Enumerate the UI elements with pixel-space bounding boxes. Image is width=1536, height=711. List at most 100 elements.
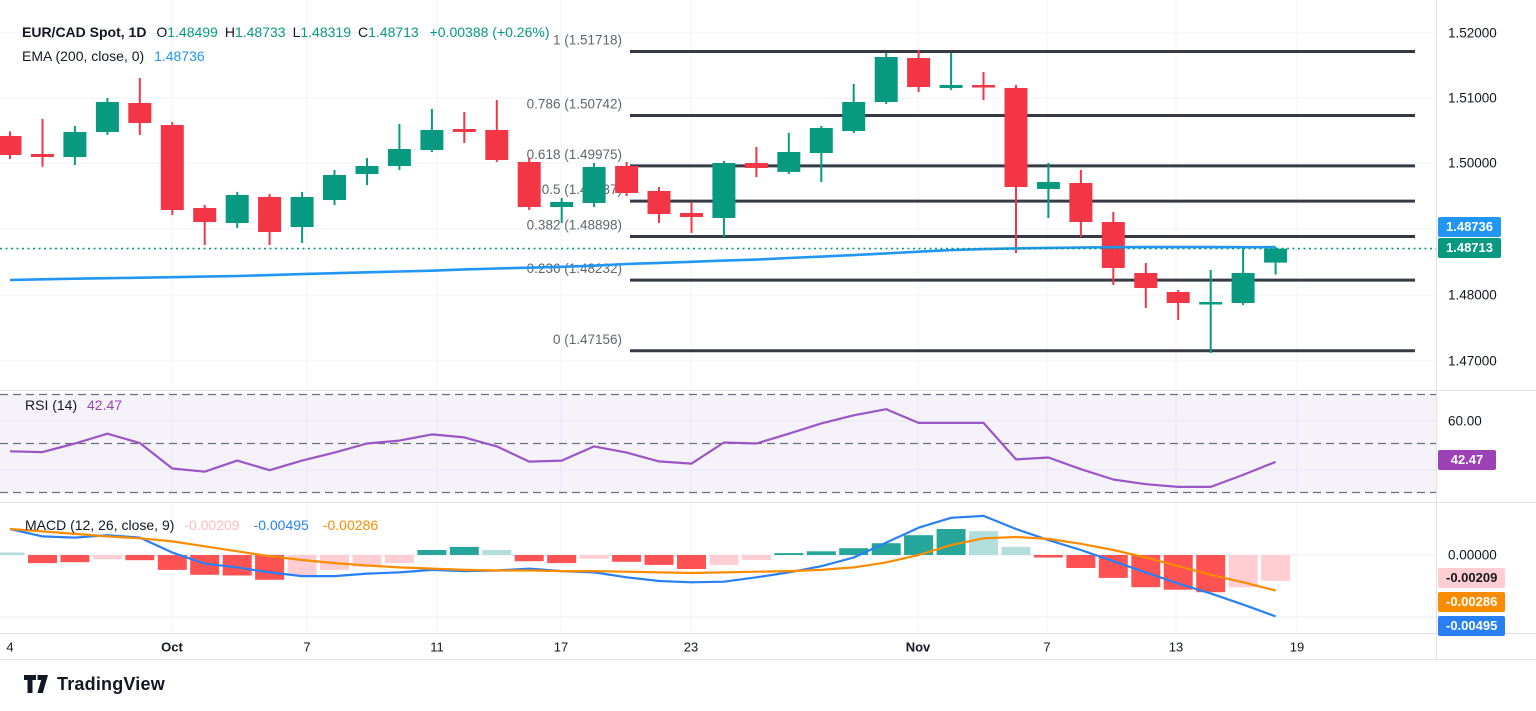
- svg-text:0.5 (1.49437): 0.5 (1.49437): [542, 182, 622, 197]
- candle-body: [647, 191, 671, 214]
- macd-legend-values: -0.00209 -0.00495 -0.00286: [184, 517, 392, 533]
- candle-body: [258, 197, 282, 232]
- candle-body: [615, 166, 639, 193]
- candle-body: [128, 103, 152, 123]
- time-tick-label: 7: [303, 639, 311, 655]
- tradingview-logo-icon: [24, 675, 48, 693]
- macd-histogram-bar: [0, 552, 25, 555]
- svg-text:0.786 (1.50742): 0.786 (1.50742): [527, 97, 622, 112]
- time-tick-label: 11: [430, 639, 444, 655]
- axis-price-label: 1.47000: [1448, 353, 1497, 369]
- candle-body: [842, 102, 866, 131]
- macd-histogram-bar: [92, 555, 122, 560]
- candle-body: [1069, 183, 1093, 222]
- macd-histogram-bar: [1196, 555, 1226, 593]
- svg-text:0.382 (1.48898): 0.382 (1.48898): [527, 217, 622, 232]
- candle-body: [290, 197, 314, 227]
- rsi-legend-value: 42.47: [87, 397, 123, 413]
- candle-body: [1036, 182, 1060, 189]
- axis-price-label: 1.50000: [1448, 155, 1497, 171]
- candle-body: [323, 175, 346, 200]
- axis-price-label: 1.52000: [1448, 25, 1497, 41]
- macd-histogram-bar: [709, 555, 739, 565]
- macd-value-badge: -0.00286: [1438, 592, 1506, 612]
- change-value: +0.00388 (+0.26%): [429, 24, 550, 40]
- candle-body: [63, 132, 87, 157]
- macd-histogram: [0, 529, 1291, 593]
- candle-body: [225, 195, 249, 223]
- ema-legend-row[interactable]: EMA (200, close, 0) 1.48736: [22, 48, 205, 64]
- rsi-value-badge: 42.47: [1438, 450, 1496, 470]
- macd-histogram-bar: [1001, 546, 1031, 555]
- macd-histogram-bar: [741, 555, 771, 560]
- macd-histogram-bar: [806, 551, 836, 555]
- pane-separators[interactable]: [0, 0, 1536, 660]
- macd-histogram-bar: [384, 555, 414, 564]
- svg-text:0.236 (1.48232): 0.236 (1.48232): [527, 261, 622, 276]
- candle-body: [874, 57, 898, 102]
- macd-histogram-bar: [28, 555, 57, 564]
- candle-body: [680, 213, 703, 217]
- candle-body: [1166, 292, 1190, 303]
- ohlc-letter: H: [224, 24, 235, 40]
- macd-value-badge: -0.00495: [1438, 616, 1506, 636]
- ohlc-values: O1.48499 H1.48733 L1.48319 C1.48713: [156, 24, 425, 40]
- macd-histogram-bar: [969, 531, 998, 555]
- macd-histogram-bar: [644, 555, 674, 565]
- macd-histogram-bar: [255, 555, 285, 580]
- rsi-band: [0, 393, 1436, 494]
- svg-text:1 (1.51718): 1 (1.51718): [553, 32, 622, 47]
- macd-histogram-bar: [222, 555, 252, 576]
- macd-histogram-bar: [547, 555, 577, 564]
- macd-histogram-bar: [417, 550, 447, 555]
- candle-body: [1199, 302, 1223, 305]
- candle-body: [907, 58, 931, 87]
- candle-body: [193, 208, 217, 222]
- tradingview-logo[interactable]: TradingView: [24, 674, 165, 695]
- candle-body: [744, 163, 768, 168]
- candle-body: [452, 129, 476, 132]
- macd-histogram-bar: [190, 555, 220, 575]
- time-tick-label: 19: [1289, 639, 1305, 655]
- svg-text:0.618 (1.49975): 0.618 (1.49975): [527, 147, 622, 162]
- macd-histogram-bar: [579, 555, 609, 559]
- axis-price-label: 1.51000: [1448, 90, 1497, 106]
- symbol-title: EUR/CAD Spot, 1D: [22, 24, 147, 40]
- time-tick-label: 23: [683, 639, 699, 655]
- tradingview-logo-text: TradingView: [57, 674, 165, 694]
- rsi-line: [9, 408, 1277, 488]
- time-tick-label: 13: [1168, 639, 1184, 655]
- ema-legend-label: EMA (200, close, 0): [22, 48, 145, 64]
- candle-body: [1264, 248, 1288, 263]
- ohlc-value: 1.48713: [368, 24, 426, 40]
- macd-histogram-bar: [125, 555, 155, 561]
- candle-body: [809, 128, 833, 153]
- candle-body: [420, 130, 444, 150]
- ema-line: [9, 245, 1276, 282]
- macd-histogram-bar: [677, 555, 706, 569]
- macd-histogram-bar: [871, 543, 901, 555]
- last-price-badge: 1.48713: [1438, 238, 1501, 258]
- candle-body: [160, 125, 184, 210]
- ema-price-badge: 1.48736: [1438, 217, 1501, 237]
- time-tick-label: Oct: [161, 639, 183, 655]
- macd-histogram-bar: [514, 555, 544, 562]
- time-tick-label: 17: [553, 639, 569, 655]
- rsi-legend-label: RSI (14): [25, 397, 78, 413]
- symbol-legend-row[interactable]: EUR/CAD Spot, 1D O1.48499 H1.48733 L1.48…: [22, 24, 549, 40]
- macd-histogram-bar: [449, 546, 479, 555]
- axis-price-label: 0.00000: [1448, 547, 1497, 563]
- macd-legend-row[interactable]: MACD (12, 26, close, 9) -0.00209 -0.00495…: [25, 517, 392, 533]
- macd-histogram-bar: [904, 535, 934, 555]
- axis-price-label: 60.00: [1448, 413, 1482, 429]
- candle-body: [1134, 273, 1158, 288]
- candle-body: [1231, 273, 1255, 303]
- candle-body: [1004, 88, 1028, 187]
- macd-histogram-bar: [157, 555, 187, 570]
- macd-value-badge: -0.00209: [1438, 568, 1506, 588]
- candle-body: [972, 85, 995, 88]
- rsi-legend-row[interactable]: RSI (14) 42.47: [25, 397, 122, 413]
- time-tick-label: 4: [6, 639, 14, 655]
